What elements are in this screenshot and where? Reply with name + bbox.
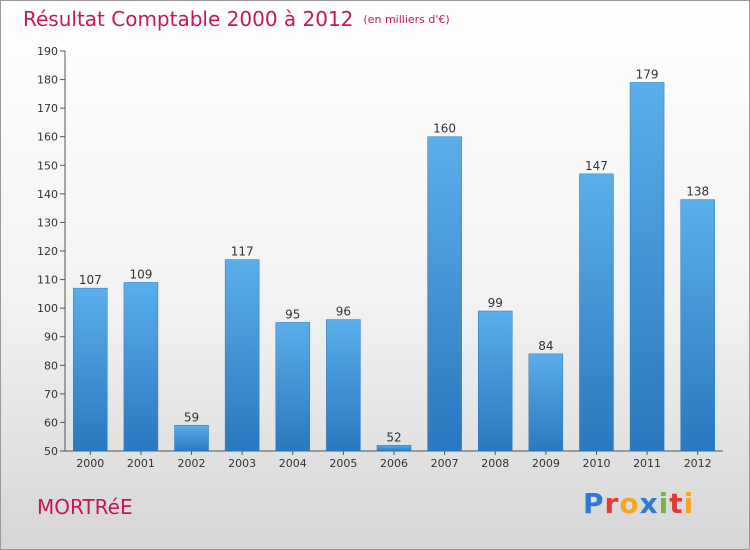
chart-bars bbox=[73, 82, 715, 452]
x-tick-label: 2007 bbox=[431, 457, 459, 470]
bar-value-label: 147 bbox=[585, 159, 608, 173]
chart-title: Résultat Comptable 2000 à 2012 (en millie… bbox=[23, 7, 450, 31]
bar-value-label: 117 bbox=[231, 245, 254, 259]
logo-letter: x bbox=[639, 487, 659, 520]
bar-value-label: 52 bbox=[386, 430, 401, 444]
bar bbox=[73, 287, 108, 452]
bar-value-label: 59 bbox=[184, 410, 199, 424]
bar bbox=[123, 282, 159, 452]
y-tick-label: 180 bbox=[37, 74, 58, 87]
y-tick-label: 110 bbox=[37, 274, 58, 287]
x-tick-label: 2008 bbox=[481, 457, 509, 470]
bar bbox=[174, 425, 209, 452]
y-tick-label: 150 bbox=[37, 159, 58, 172]
chart-labels: 107 2000 109 2001 59 2002 117 2003 95 2004 96 2005 5… bbox=[76, 67, 711, 470]
y-tick-label: 160 bbox=[37, 131, 58, 144]
bar-value-label: 99 bbox=[488, 296, 503, 310]
logo-letter: r bbox=[604, 487, 620, 520]
x-tick-label: 2006 bbox=[380, 457, 408, 470]
proxiti-logo: Proxiti bbox=[583, 487, 694, 520]
y-tick-label: 190 bbox=[37, 45, 58, 58]
bar bbox=[224, 259, 260, 452]
logo-letter: t bbox=[669, 487, 684, 520]
x-tick-label: 2002 bbox=[178, 457, 206, 470]
x-tick-label: 2004 bbox=[279, 457, 307, 470]
bar bbox=[579, 173, 614, 452]
logo-letter: i bbox=[658, 487, 670, 520]
bar bbox=[477, 310, 513, 452]
y-tick-label: 70 bbox=[44, 388, 58, 401]
bar-value-label: 138 bbox=[686, 185, 709, 199]
logo-letter: i bbox=[683, 487, 695, 520]
chart-subtitle: (en milliers d'€) bbox=[363, 13, 450, 26]
bar bbox=[528, 353, 564, 452]
bar-value-label: 107 bbox=[79, 273, 102, 287]
bar-value-label: 95 bbox=[285, 307, 300, 321]
x-tick-label: 2012 bbox=[684, 457, 712, 470]
bar-value-label: 179 bbox=[636, 67, 659, 81]
x-tick-label: 2003 bbox=[228, 457, 256, 470]
x-tick-label: 2001 bbox=[127, 457, 155, 470]
y-tick-label: 130 bbox=[37, 216, 58, 229]
chart-axes: 50 60 70 80 90 100 110 120 130 140 150 160 170 180 190 bbox=[37, 45, 723, 458]
y-tick-label: 120 bbox=[37, 245, 58, 258]
bar bbox=[326, 319, 361, 452]
x-tick-label: 2010 bbox=[582, 457, 610, 470]
bar bbox=[376, 445, 412, 452]
y-tick-label: 80 bbox=[44, 359, 58, 372]
bar-value-label: 84 bbox=[538, 339, 553, 353]
y-tick-label: 170 bbox=[37, 102, 58, 115]
x-tick-label: 2005 bbox=[329, 457, 357, 470]
bar-value-label: 109 bbox=[129, 267, 152, 281]
y-tick-label: 90 bbox=[44, 331, 58, 344]
city-name: MORTRéE bbox=[37, 495, 133, 519]
logo-letter: o bbox=[619, 487, 640, 520]
bar-value-label: 96 bbox=[336, 305, 351, 319]
bar bbox=[680, 199, 715, 452]
title-text: Résultat Comptable 2000 à 2012 bbox=[23, 7, 354, 31]
x-tick-label: 2009 bbox=[532, 457, 560, 470]
y-tick-label: 50 bbox=[44, 445, 58, 458]
bar bbox=[275, 322, 311, 452]
y-tick-label: 60 bbox=[44, 416, 58, 429]
x-tick-label: 2011 bbox=[633, 457, 661, 470]
bar bbox=[427, 136, 462, 452]
logo-letter: P bbox=[583, 487, 605, 520]
bar-value-label: 160 bbox=[433, 122, 456, 136]
bar bbox=[629, 82, 665, 452]
y-tick-label: 140 bbox=[37, 188, 58, 201]
x-tick-label: 2000 bbox=[76, 457, 104, 470]
y-tick-label: 100 bbox=[37, 302, 58, 315]
